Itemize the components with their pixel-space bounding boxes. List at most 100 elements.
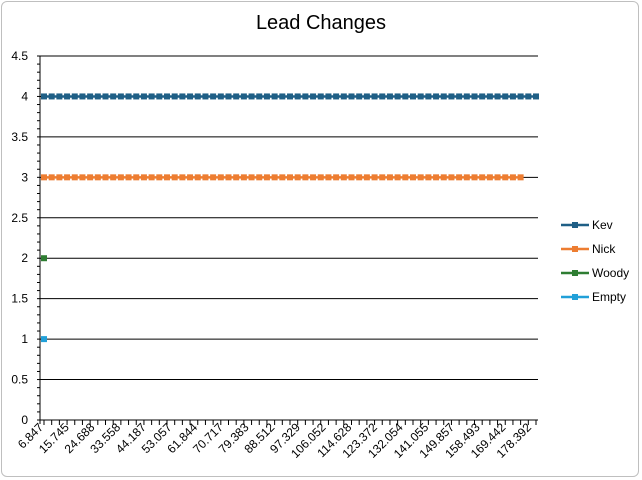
data-point [41,93,47,100]
data-point [102,174,109,181]
y-tick-label: 1.5 [11,292,28,306]
data-point [463,174,470,181]
data-point [302,93,309,100]
data-point [148,93,155,100]
data-point [394,93,401,100]
data-point [379,174,386,181]
data-point [509,93,516,100]
legend-item-kev: Kev [561,218,613,232]
y-tick-label: 2.5 [11,211,28,225]
data-point [448,93,455,100]
data-point [486,174,493,181]
y-tick-label: 3.5 [11,130,28,144]
data-point [225,93,232,100]
data-point [425,174,432,181]
data-point [271,174,278,181]
data-point [479,93,486,100]
data-point [433,174,440,181]
data-point [171,93,178,100]
data-point [363,174,370,181]
series-nick [41,174,524,181]
data-point [140,93,147,100]
data-point [448,174,455,181]
data-point [425,93,432,100]
series-empty [41,336,47,343]
data-point [156,93,163,100]
data-point [41,174,47,181]
data-point [202,174,209,181]
data-point [71,174,78,181]
data-point [356,174,363,181]
data-point [325,174,332,181]
data-point [379,93,386,100]
data-point [64,174,71,181]
data-point [233,174,240,181]
data-point [371,93,378,100]
data-point [348,174,355,181]
data-point [233,93,240,100]
y-tick-label: 0.5 [11,373,28,387]
data-point [333,174,340,181]
data-point [333,93,340,100]
data-point [440,174,447,181]
data-point [71,93,78,100]
data-point [463,93,470,100]
data-point [133,174,140,181]
data-point [240,174,247,181]
series-kev [41,93,539,100]
data-point [494,93,501,100]
legend-item-empty: Empty [561,290,626,304]
data-point [509,174,516,181]
data-point [179,174,186,181]
data-point [410,93,416,100]
data-point [41,255,47,262]
data-point [248,93,255,100]
legend-label: Kev [592,218,613,232]
data-point [210,93,217,100]
data-point [94,93,101,100]
legend-swatch-marker [572,222,578,228]
data-point [294,93,301,100]
data-point [340,93,347,100]
data-point [302,174,309,181]
data-point [148,174,155,181]
data-point [56,93,63,100]
data-point [456,174,463,181]
data-point [263,174,270,181]
data-point [271,93,278,100]
legend-label: Woody [592,266,629,280]
legend-label: Empty [592,290,626,304]
data-point [164,93,170,100]
data-point [110,174,117,181]
legend-swatch-marker [572,294,578,300]
data-point [79,174,86,181]
data-point [125,174,132,181]
data-point [433,93,440,100]
data-point [386,93,393,100]
data-point [210,174,217,181]
series-group [41,93,539,343]
y-tick-label: 4 [21,89,28,103]
data-point [517,174,524,181]
data-point [340,174,347,181]
data-point [140,174,147,181]
data-point [202,93,209,100]
data-point [79,93,86,100]
data-point [179,93,186,100]
legend-label: Nick [592,242,616,256]
data-point [248,174,255,181]
data-point [187,174,194,181]
gridlines [40,55,538,381]
y-tick-label: 0 [21,413,28,427]
data-point [440,93,447,100]
data-point [217,93,224,100]
data-point [471,174,478,181]
data-point [225,174,232,181]
legend-swatch-marker [572,270,578,276]
data-point [217,174,224,181]
data-point [317,174,324,181]
data-point [402,93,409,100]
legend-swatch-marker [572,246,578,252]
data-point [117,174,124,181]
